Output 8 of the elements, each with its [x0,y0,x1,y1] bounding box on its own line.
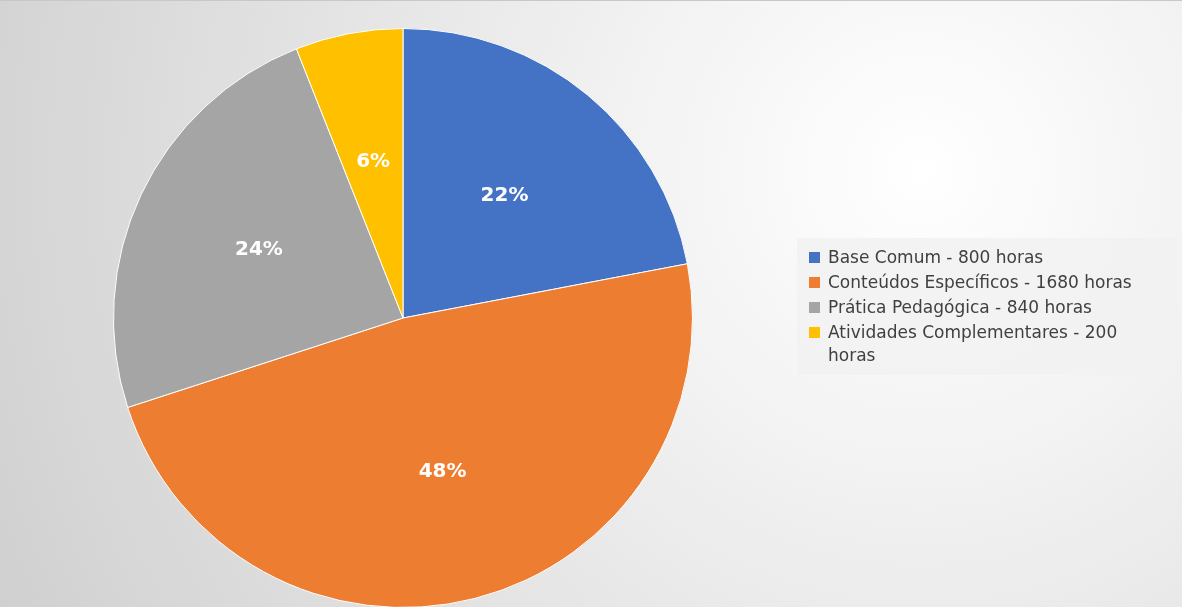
legend-label: Base Comum - 800 horas [828,246,1044,269]
data-label: 22% [480,181,529,206]
legend-label: Prática Pedagógica - 840 horas [828,296,1092,319]
legend-label: Atividades Complementares - 200 horas [828,321,1119,367]
data-label: 48% [418,458,467,483]
data-label: 6% [356,147,391,172]
data-label: 24% [234,236,283,261]
slice-label: Conteúdos Específicos - 1680 horas [828,271,1132,294]
